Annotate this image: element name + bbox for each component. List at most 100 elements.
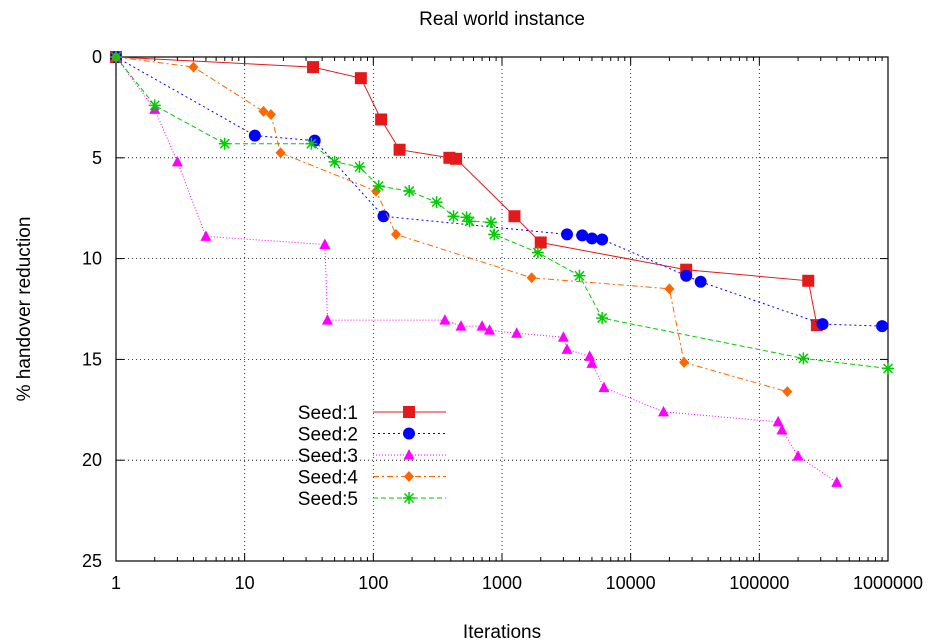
point-marker-diamond [679,356,690,368]
point-marker-triangle [772,415,784,427]
point-marker-star [882,362,894,375]
x-tick-label: 1 [111,573,121,593]
x-tick-label: 10 [235,573,255,593]
point-marker-triangle [321,314,333,325]
legend-label: Seed:1 [298,403,358,424]
point-marker-star [463,215,476,228]
star-stroke [597,313,608,324]
point-marker-triangle [598,381,610,393]
point-marker-square [307,61,320,74]
point-marker-triangle [831,476,843,487]
legend-label: Seed:5 [298,489,358,510]
point-marker-circle [560,228,573,241]
point-marker-circle [576,229,589,242]
point-marker-star [110,51,122,63]
series-3 [110,51,843,487]
series-line [115,56,838,483]
point-marker-diamond [275,147,286,159]
point-marker-star [573,269,586,282]
point-marker-square [403,406,415,418]
star-stroke [110,51,122,63]
star-stroke [403,492,415,504]
point-marker-star [218,137,231,150]
y-tick-label: 5 [92,148,102,168]
point-marker-star [148,99,161,112]
x-tick-label: 1000 [482,573,522,593]
y-tick-label: 10 [82,249,102,269]
point-marker-diamond [404,471,414,482]
point-marker-square [508,210,521,223]
point-marker-star [328,155,341,168]
legend-label: Seed:3 [298,446,358,467]
point-marker-triangle [403,449,415,460]
x-tick-label: 1000000 [853,573,923,593]
point-marker-triangle [658,405,670,417]
y-axis-label: % handover reduction [14,217,35,402]
legend-label: Seed:2 [298,425,358,446]
star-stroke [219,138,230,149]
x-tick-label: 10000 [606,573,656,593]
chart-title: Real world instance [419,9,585,30]
point-marker-star [430,196,443,209]
series-line [115,56,818,326]
point-marker-triangle [484,324,496,335]
y-tick-label: 0 [92,47,102,67]
point-marker-triangle [557,331,569,342]
y-tick-label: 25 [82,551,102,571]
point-marker-star [403,185,416,198]
point-marker-star [797,352,810,365]
point-marker-square [393,143,406,156]
series-line [115,56,788,393]
point-marker-diamond [188,61,199,73]
star-stroke [489,229,500,240]
star-stroke [354,161,365,172]
series-4 [111,51,793,398]
star-stroke [798,353,809,364]
point-marker-star [372,180,385,193]
point-marker-circle [403,427,415,440]
point-marker-star [488,228,501,241]
point-marker-triangle [200,230,212,241]
point-marker-circle [680,269,693,282]
point-marker-diamond [265,108,276,120]
y-tick-label: 20 [82,450,102,470]
point-marker-star [596,312,609,325]
point-marker-star [484,216,497,229]
legend-label: Seed:4 [298,468,359,489]
star-stroke [574,270,585,281]
x-axis-ticks: 1 10 100 1000 10000 100000 1000000 [111,57,923,593]
series-2 [110,51,889,333]
point-marker-triangle [319,238,331,249]
star-stroke [373,180,384,192]
star-stroke [448,211,459,222]
y-axis-ticks: 0 5 10 15 20 25 [82,47,888,571]
point-marker-triangle [776,423,788,435]
point-marker-star [305,137,318,150]
star-stroke [149,100,160,111]
star-stroke [306,138,317,149]
point-marker-triangle [511,327,523,338]
point-marker-star [447,210,460,223]
star-stroke [532,247,543,258]
star-stroke [882,363,894,374]
point-marker-square [534,236,547,249]
point-marker-triangle [792,450,804,461]
point-marker-circle [377,210,390,223]
point-marker-square [450,152,463,165]
x-tick-label: 100 [358,573,388,593]
x-axis-label: Iterations [463,622,541,643]
point-marker-star [403,492,415,504]
point-marker-square [375,113,388,126]
point-marker-diamond [526,272,537,284]
point-marker-star [353,160,366,173]
star-stroke [329,156,340,167]
point-marker-diamond [258,105,269,117]
point-marker-circle [248,129,261,142]
point-marker-circle [596,233,609,246]
point-marker-circle [816,318,829,331]
series-1 [110,51,823,332]
point-marker-diamond [664,283,675,295]
point-marker-triangle [439,314,451,325]
point-marker-triangle [561,343,573,354]
